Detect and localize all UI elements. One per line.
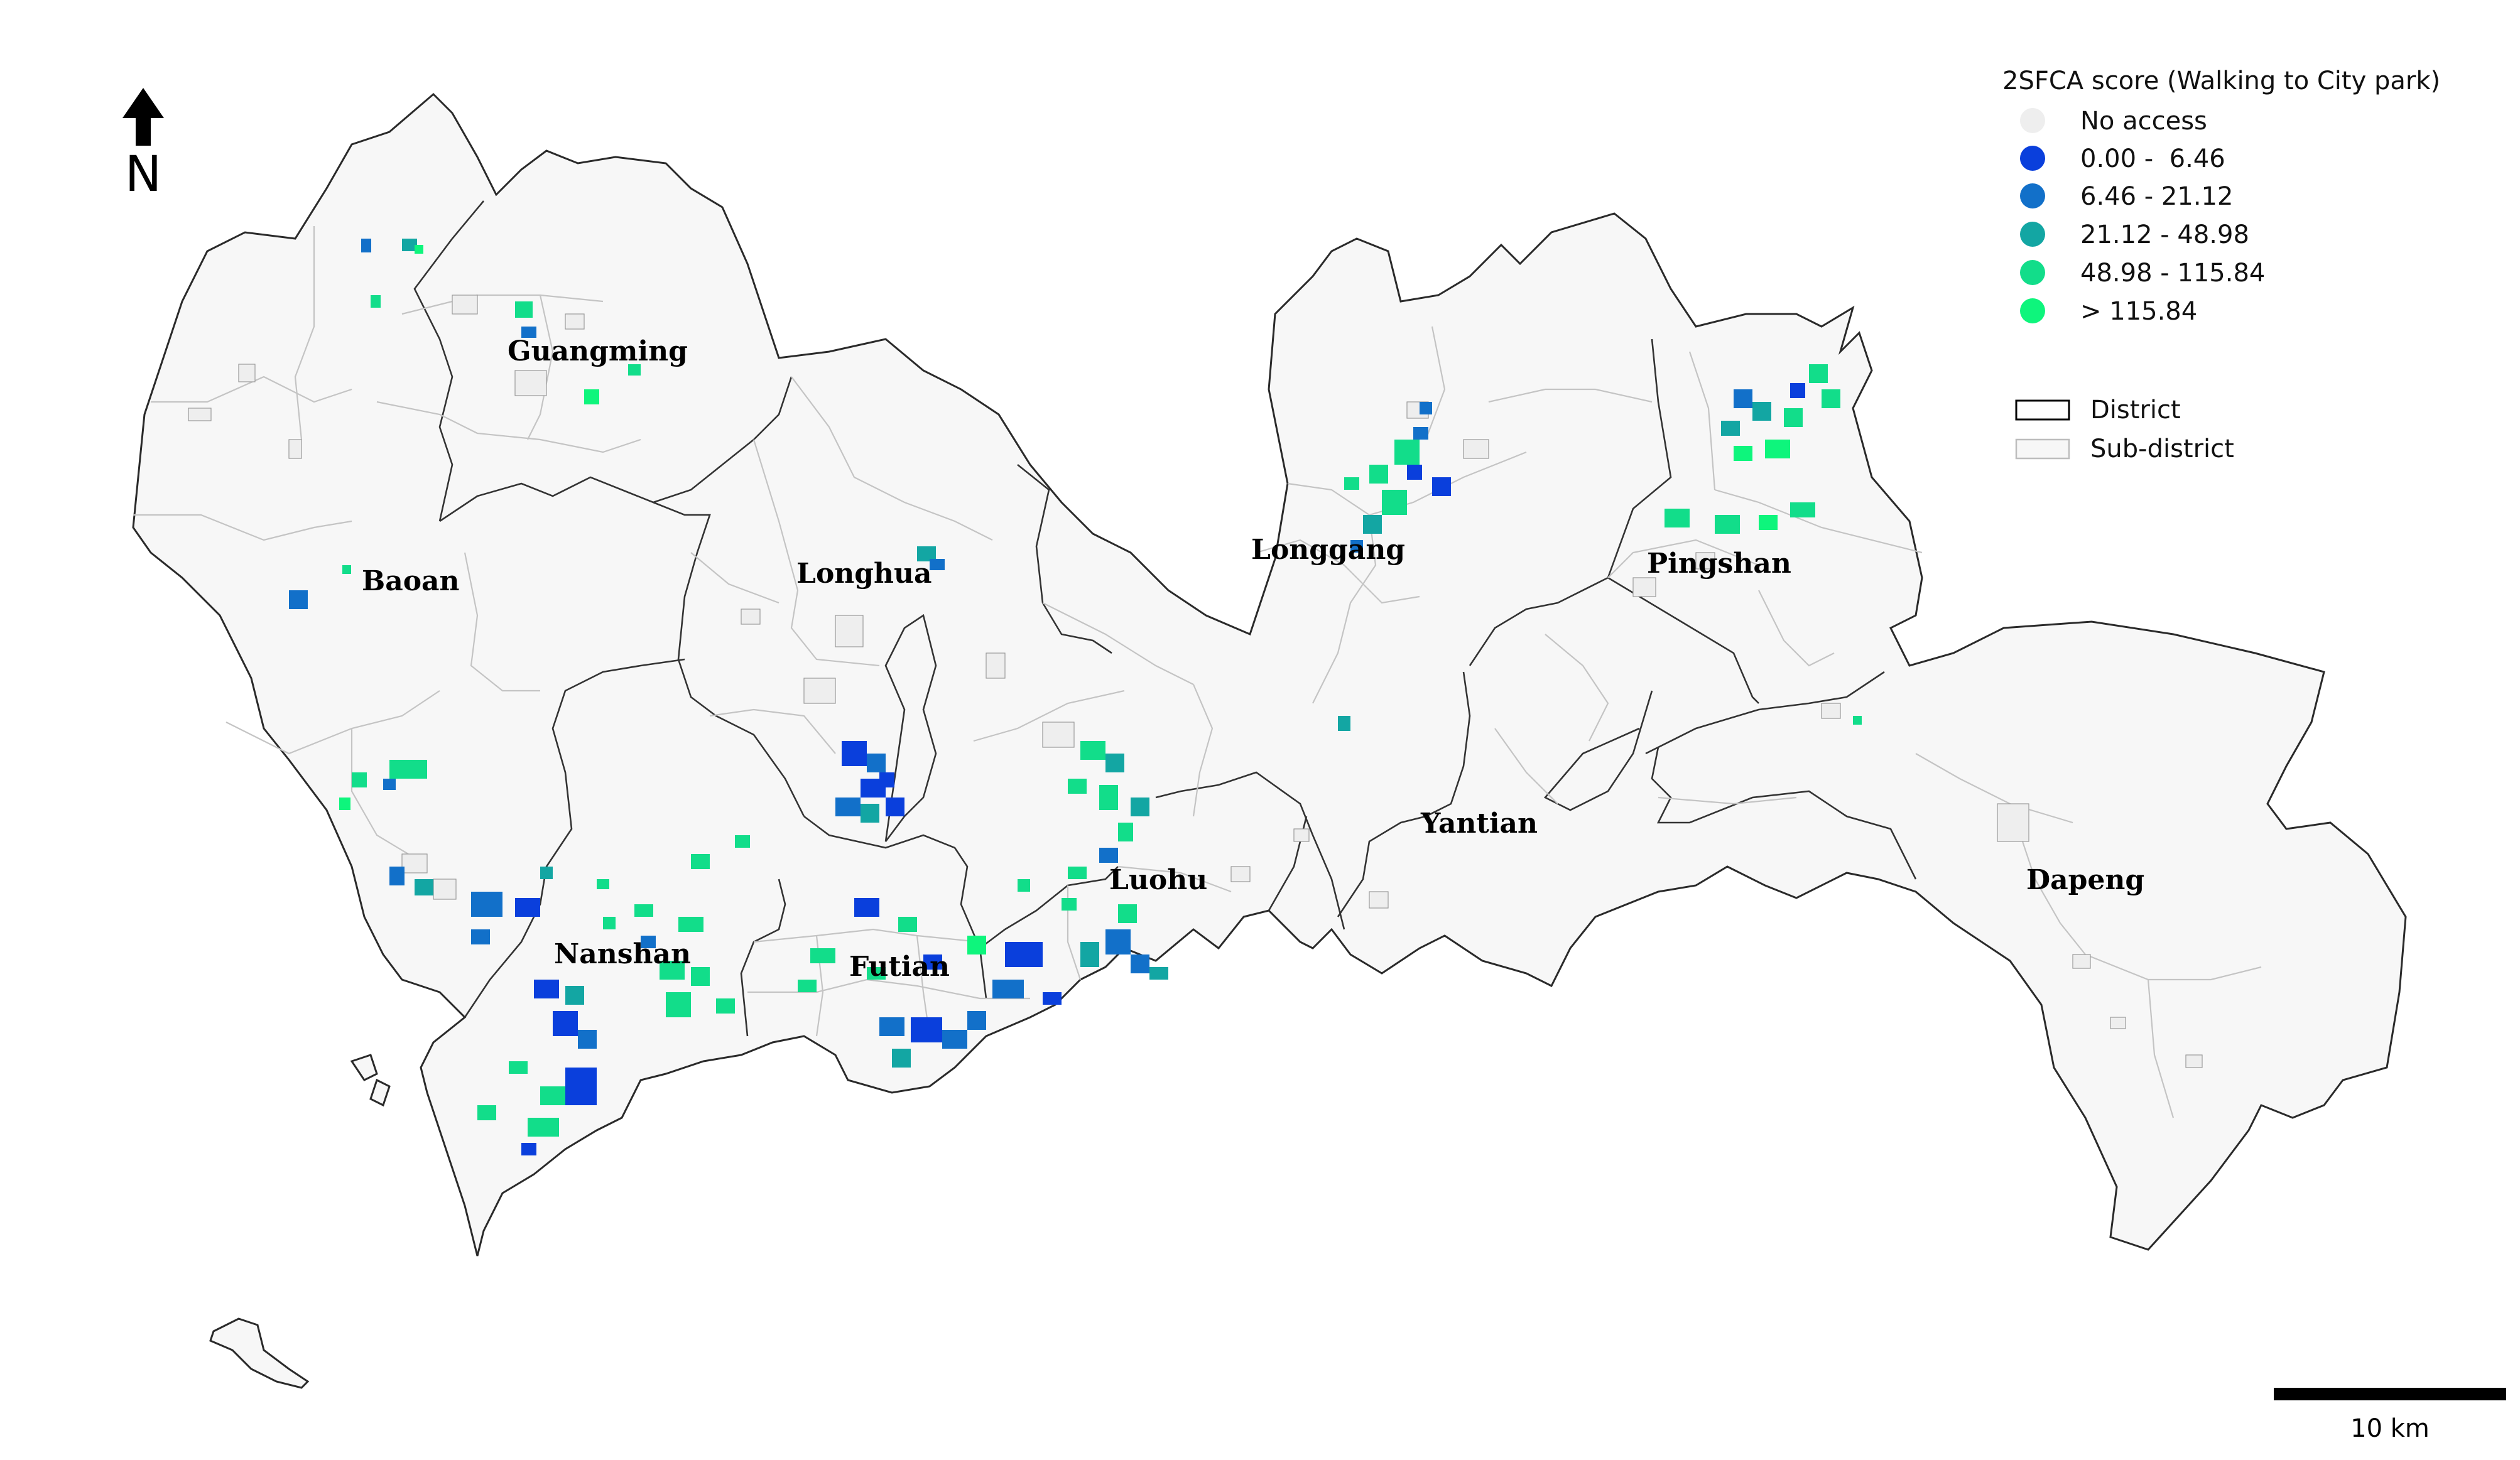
legend-title: 2SFCA score (Walking to City park): [2002, 67, 2440, 95]
city-boundary: [132, 92, 2407, 1257]
no-access-blocks: [188, 295, 2203, 1068]
north-label: N: [125, 146, 161, 203]
island-small: [350, 1054, 378, 1081]
legend-label-no-access: No access: [2080, 107, 2207, 136]
legend-label-class-2: 6.46 - 21.12: [2080, 182, 2233, 211]
legend-swatch-class-3: [2020, 222, 2045, 247]
district-label-baoan: Baoan: [362, 565, 460, 597]
district-label-dapeng: Dapeng: [2026, 864, 2144, 896]
legend: 2SFCA score (Walking to City park) No ac…: [2002, 67, 2440, 463]
scale-bar: 10 km: [2274, 1388, 2506, 1443]
island-small-2: [369, 1078, 391, 1107]
north-arrow: N: [122, 88, 164, 203]
subdistrict-boundaries: [133, 226, 2262, 1118]
legend-swatch-class-4: [2020, 260, 2045, 285]
district-label-nanshan: Nanshan: [554, 938, 691, 970]
legend-swatch-district: [2015, 399, 2070, 421]
district-label-longhua: Longhua: [796, 558, 932, 590]
legend-swatch-class-5: [2020, 298, 2045, 323]
scale-bar-line: [2274, 1388, 2506, 1400]
legend-label-class-4: 48.98 - 115.84: [2080, 259, 2265, 288]
legend-label-class-1: 0.00 - 6.46: [2080, 144, 2225, 173]
district-label-pingshan: Pingshan: [1647, 548, 1791, 580]
district-label-luohu: Luohu: [1109, 864, 1207, 896]
district-label-yantian: Yantian: [1420, 808, 1538, 840]
legend-swatch-sub-district: [2015, 438, 2070, 460]
north-arrow-icon: [122, 88, 164, 146]
legend-swatch-class-1: [2020, 146, 2045, 171]
district-label-guangming: Guangming: [508, 335, 688, 367]
legend-swatch-class-2: [2020, 183, 2045, 208]
legend-label-district: District: [2090, 396, 2181, 424]
district-label-futian: Futian: [849, 951, 950, 983]
scale-bar-label: 10 km: [2350, 1414, 2430, 1443]
score-blocks: [289, 239, 1862, 1155]
legend-swatch-no-access: [2020, 108, 2045, 133]
district-label-longgang: Longgang: [1251, 534, 1405, 566]
legend-label-class-5: > 115.84: [2080, 297, 2197, 326]
legend-label-sub-district: Sub-district: [2090, 435, 2234, 463]
island-west: [209, 1317, 310, 1389]
legend-label-class-3: 21.12 - 48.98: [2080, 220, 2249, 249]
district-labels: Guangming Baoan Longhua Longgang Pingsha…: [362, 335, 2144, 983]
